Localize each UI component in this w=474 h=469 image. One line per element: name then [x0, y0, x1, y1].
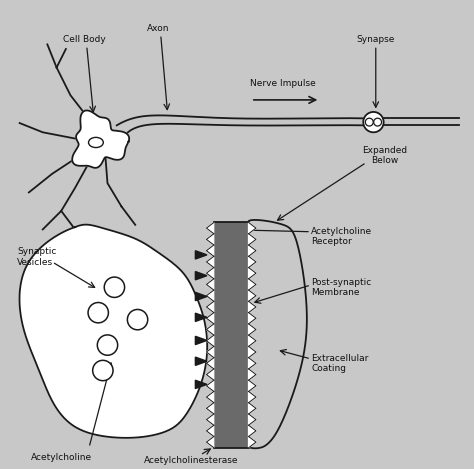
Text: Axon: Axon	[147, 24, 170, 33]
Text: Synaptic
Vesicles: Synaptic Vesicles	[17, 248, 57, 267]
Polygon shape	[207, 335, 214, 347]
Polygon shape	[207, 302, 214, 313]
Circle shape	[128, 310, 148, 330]
Polygon shape	[248, 234, 256, 245]
Polygon shape	[19, 225, 207, 438]
Bar	[214, 222, 248, 448]
Polygon shape	[195, 292, 207, 301]
Polygon shape	[207, 290, 214, 302]
Polygon shape	[195, 380, 207, 388]
Polygon shape	[195, 336, 207, 345]
Polygon shape	[207, 279, 214, 290]
Text: Acetylcholine: Acetylcholine	[31, 453, 92, 461]
Polygon shape	[248, 392, 256, 403]
Polygon shape	[195, 357, 207, 365]
Polygon shape	[207, 245, 214, 256]
Polygon shape	[248, 324, 256, 335]
Circle shape	[88, 303, 109, 323]
Polygon shape	[207, 313, 214, 324]
Polygon shape	[207, 369, 214, 380]
Polygon shape	[207, 392, 214, 403]
Circle shape	[104, 277, 125, 297]
Polygon shape	[207, 403, 214, 414]
Polygon shape	[207, 324, 214, 335]
Text: Post-synaptic
Membrane: Post-synaptic Membrane	[311, 278, 371, 297]
Polygon shape	[248, 414, 256, 425]
Polygon shape	[207, 256, 214, 267]
Polygon shape	[207, 425, 214, 437]
Polygon shape	[207, 358, 214, 369]
Circle shape	[97, 335, 118, 355]
Polygon shape	[207, 414, 214, 425]
Polygon shape	[248, 380, 256, 392]
Polygon shape	[248, 302, 256, 313]
Text: Synapse: Synapse	[356, 35, 395, 45]
Text: Acetylcholine
Receptor: Acetylcholine Receptor	[311, 227, 372, 246]
Text: Expanded
Below: Expanded Below	[363, 146, 408, 165]
Polygon shape	[248, 358, 256, 369]
Circle shape	[363, 112, 383, 132]
Text: Nerve Impulse: Nerve Impulse	[250, 79, 316, 88]
Polygon shape	[195, 313, 207, 321]
Polygon shape	[195, 251, 207, 259]
Polygon shape	[207, 234, 214, 245]
Polygon shape	[248, 369, 256, 380]
Polygon shape	[248, 279, 256, 290]
Polygon shape	[248, 222, 256, 234]
Polygon shape	[248, 267, 256, 279]
Polygon shape	[248, 335, 256, 347]
Text: Cell Body: Cell Body	[63, 35, 106, 45]
Polygon shape	[248, 245, 256, 256]
Polygon shape	[248, 425, 256, 437]
Polygon shape	[207, 267, 214, 279]
Polygon shape	[248, 290, 256, 302]
Polygon shape	[195, 272, 207, 280]
Polygon shape	[207, 222, 214, 234]
Polygon shape	[248, 256, 256, 267]
Text: Extracellular
Coating: Extracellular Coating	[311, 354, 368, 373]
Polygon shape	[207, 380, 214, 392]
Ellipse shape	[89, 137, 103, 148]
Polygon shape	[248, 403, 256, 414]
Text: Acetylcholinesterase: Acetylcholinesterase	[144, 456, 238, 465]
Circle shape	[93, 360, 113, 381]
Polygon shape	[207, 347, 214, 358]
Polygon shape	[207, 437, 214, 448]
Polygon shape	[248, 313, 256, 324]
Polygon shape	[248, 347, 256, 358]
Polygon shape	[248, 437, 256, 448]
Polygon shape	[72, 110, 129, 168]
